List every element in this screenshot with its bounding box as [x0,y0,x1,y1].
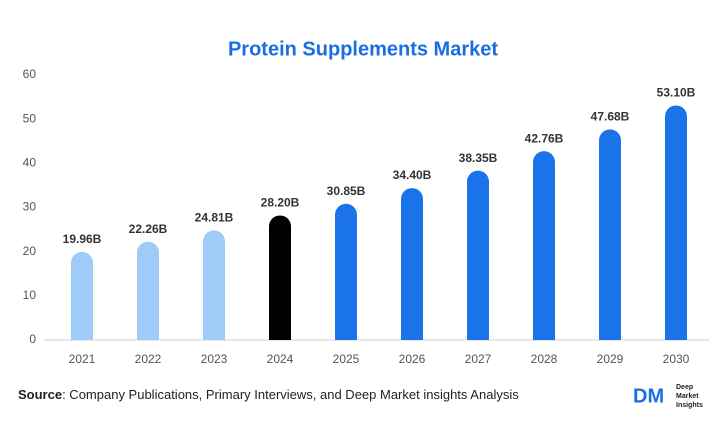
chart-title: Protein Supplements Market [228,38,498,60]
x-tick-label: 2022 [135,352,162,366]
x-tick-label: 2028 [531,352,558,366]
x-tick-label: 2029 [597,352,624,366]
value-label: 30.85B [327,184,366,198]
logo-text: Insights [676,402,703,409]
y-tick-label: 40 [23,156,37,170]
y-tick-label: 60 [23,67,37,81]
value-label: 34.40B [393,168,432,182]
y-tick-label: 50 [23,111,37,125]
bar [71,251,94,340]
x-tick-label: 2025 [333,352,360,366]
y-tick-label: 0 [29,332,36,346]
value-label: 42.76B [525,131,564,145]
value-label: 47.68B [591,110,630,124]
value-label: 19.96B [63,232,102,246]
bar [533,151,555,340]
source-label: Source [18,387,62,402]
bar [599,129,621,340]
x-tick-label: 2030 [663,352,690,366]
bar [203,230,225,340]
value-label: 53.10B [657,86,696,100]
y-tick-label: 30 [23,200,37,214]
logo-text: Deep [676,384,693,391]
source: Source: Company Publications, Primary In… [18,387,519,402]
x-tick-label: 2027 [465,352,492,366]
y-tick-label: 20 [23,244,37,258]
logo-mark: DM [633,385,664,407]
x-tick-label: 2023 [201,352,228,366]
value-label: 22.26B [129,222,168,236]
value-label: 38.35B [459,151,498,165]
value-label: 24.81B [195,211,234,225]
bar [137,241,159,340]
bar [335,203,357,340]
bar [401,188,423,340]
bar [467,170,489,340]
bar [269,215,291,340]
x-tick-label: 2024 [267,352,294,366]
y-tick-label: 10 [23,288,37,302]
bar [665,105,687,340]
logo-text: Market [676,393,699,400]
source-text: : Company Publications, Primary Intervie… [62,387,519,402]
x-tick-label: 2026 [399,352,426,366]
value-label: 28.20B [261,196,300,210]
x-tick-label: 2021 [69,352,96,366]
